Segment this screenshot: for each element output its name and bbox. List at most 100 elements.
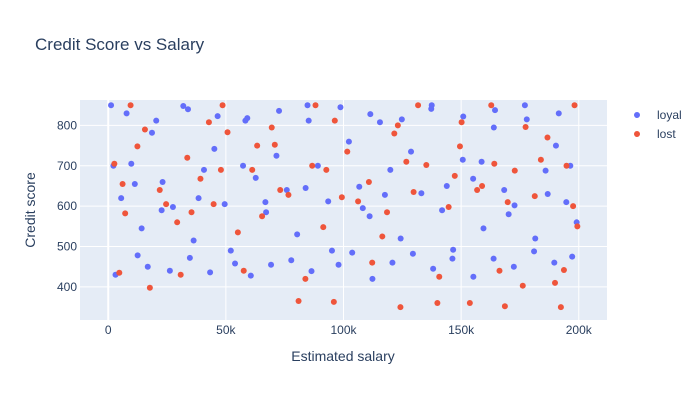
data-point: [552, 279, 559, 286]
legend-marker: [634, 131, 640, 137]
data-point: [436, 273, 443, 280]
data-point: [184, 106, 191, 113]
data-point: [369, 275, 376, 282]
data-point: [460, 113, 467, 120]
data-point: [158, 207, 165, 214]
data-point: [555, 110, 562, 117]
data-point: [268, 124, 275, 131]
data-point: [211, 145, 218, 152]
data-point: [409, 250, 416, 257]
data-point: [488, 102, 495, 109]
data-point: [295, 298, 302, 305]
data-point: [247, 272, 254, 279]
data-point: [174, 219, 181, 226]
data-point: [359, 205, 366, 212]
data-point: [276, 107, 283, 114]
data-point: [304, 102, 311, 109]
data-point: [271, 141, 278, 148]
data-point: [480, 225, 487, 232]
data-point: [273, 152, 280, 159]
data-point: [531, 193, 538, 200]
y-tick-label: 700: [57, 159, 77, 173]
data-point: [474, 187, 481, 194]
chart-title: Credit Score vs Salary: [35, 35, 205, 54]
plot-area[interactable]: [80, 100, 607, 320]
data-point: [531, 248, 538, 255]
data-point: [570, 203, 577, 210]
data-point: [501, 303, 508, 310]
legend: loyal lost: [634, 108, 682, 141]
data-point: [116, 269, 123, 276]
data-point: [207, 269, 214, 276]
data-point: [252, 174, 259, 181]
data-point: [268, 261, 275, 268]
data-point: [217, 166, 224, 173]
data-point: [355, 198, 362, 205]
data-point: [367, 111, 374, 118]
data-point: [294, 231, 301, 238]
data-point: [478, 158, 485, 165]
data-point: [418, 190, 425, 197]
data-point: [443, 182, 450, 189]
data-point: [403, 158, 410, 165]
data-point: [542, 167, 549, 174]
data-point: [449, 255, 456, 262]
data-point: [259, 213, 266, 220]
data-point: [519, 282, 526, 289]
legend-label: lost: [657, 127, 676, 141]
data-point: [510, 263, 517, 270]
data-point: [331, 117, 338, 124]
data-point: [283, 187, 290, 194]
legend-item-loyal[interactable]: loyal: [634, 108, 682, 122]
data-point: [492, 107, 499, 114]
data-point: [224, 129, 231, 136]
data-point: [119, 180, 126, 187]
data-point: [408, 148, 415, 155]
data-point: [180, 103, 187, 110]
data-point: [210, 201, 217, 208]
data-point: [314, 162, 321, 169]
data-point: [505, 211, 512, 218]
data-point: [470, 175, 477, 182]
data-point: [551, 259, 558, 266]
data-point: [156, 187, 163, 194]
data-point: [384, 209, 391, 216]
data-point: [560, 266, 567, 273]
data-point: [200, 166, 207, 173]
y-tick-label: 500: [57, 240, 77, 254]
x-tick-label: 50k: [216, 323, 236, 337]
data-point: [335, 261, 342, 268]
data-point: [459, 156, 466, 163]
data-point: [159, 178, 166, 185]
data-point: [366, 213, 373, 220]
series-lost: [111, 102, 581, 311]
data-point: [365, 178, 372, 185]
y-tick-label: 800: [57, 118, 77, 132]
data-point: [195, 195, 202, 202]
legend-item-lost[interactable]: lost: [634, 127, 676, 141]
data-point: [544, 134, 551, 141]
data-point: [219, 102, 226, 109]
data-point: [523, 116, 530, 123]
data-point: [146, 284, 153, 291]
data-point: [285, 191, 292, 198]
data-point: [122, 210, 129, 217]
data-point: [563, 199, 570, 206]
data-point: [450, 246, 457, 253]
data-point: [439, 207, 446, 214]
data-point: [163, 201, 170, 208]
data-point: [563, 162, 570, 169]
data-point: [349, 249, 356, 256]
data-point: [144, 263, 151, 270]
data-point: [574, 223, 581, 230]
data-point: [305, 117, 312, 124]
data-point: [188, 209, 195, 216]
legend-label: loyal: [657, 108, 682, 122]
data-point: [302, 185, 309, 191]
data-point: [557, 304, 564, 311]
grid-lines: [80, 100, 607, 320]
data-point: [537, 156, 544, 163]
data-point: [569, 253, 576, 260]
data-point: [221, 201, 228, 208]
